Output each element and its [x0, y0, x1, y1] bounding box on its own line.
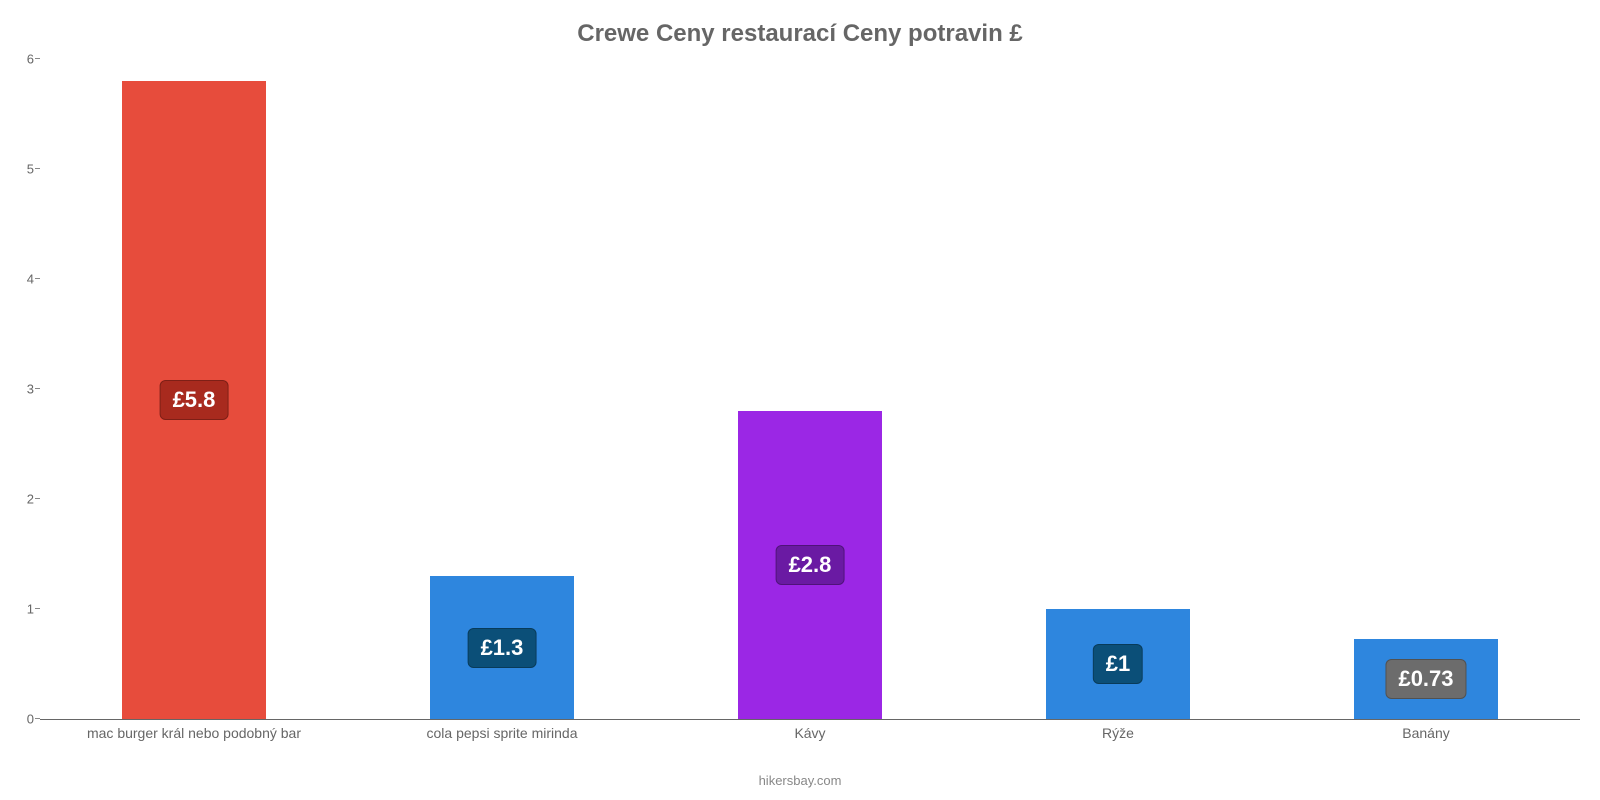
- y-tick-label: 6: [27, 52, 40, 67]
- value-badge: £1: [1093, 644, 1143, 684]
- bars-container: £5.8 £1.3 £2.8 £1 £0.73: [40, 60, 1580, 719]
- bar: £1: [1046, 609, 1190, 719]
- chart-footer: hikersbay.com: [0, 773, 1600, 788]
- value-badge: £0.73: [1385, 659, 1466, 699]
- y-tick-label: 4: [27, 272, 40, 287]
- y-tick-label: 5: [27, 162, 40, 177]
- y-tick-label: 2: [27, 492, 40, 507]
- chart-title: Crewe Ceny restaurací Ceny potravin £: [0, 0, 1600, 48]
- y-tick-mark: [35, 498, 40, 499]
- value-badge: £2.8: [776, 545, 845, 585]
- x-axis-label: cola pepsi sprite mirinda: [427, 719, 578, 741]
- y-tick-mark: [35, 168, 40, 169]
- y-tick-mark: [35, 388, 40, 389]
- bar: £2.8: [738, 411, 882, 719]
- plot-area: £5.8£1.3£2.8£1£0.73 0123456mac burger kr…: [40, 60, 1580, 720]
- y-tick-label: 1: [27, 602, 40, 617]
- y-tick-label: 3: [27, 382, 40, 397]
- x-axis-label: Rýže: [1102, 719, 1134, 741]
- y-tick-mark: [35, 58, 40, 59]
- price-bar-chart: Crewe Ceny restaurací Ceny potravin £ £5…: [0, 0, 1600, 800]
- y-tick-mark: [35, 718, 40, 719]
- value-badge: £5.8: [160, 380, 229, 420]
- y-tick-mark: [35, 608, 40, 609]
- bar: £5.8: [122, 81, 266, 719]
- bar: £0.73: [1354, 639, 1498, 719]
- value-badge: £1.3: [468, 628, 537, 668]
- x-axis-label: Kávy: [794, 719, 825, 741]
- x-axis-label: Banány: [1402, 719, 1449, 741]
- bar: £1.3: [430, 576, 574, 719]
- y-tick-mark: [35, 278, 40, 279]
- x-axis-label: mac burger král nebo podobný bar: [87, 719, 301, 741]
- y-tick-label: 0: [27, 712, 40, 727]
